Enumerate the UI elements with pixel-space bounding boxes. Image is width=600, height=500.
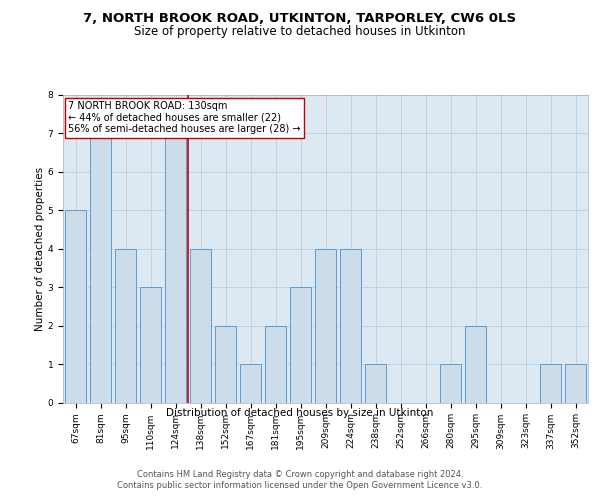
- Bar: [365, 364, 386, 403]
- Bar: [440, 364, 461, 403]
- Text: Contains HM Land Registry data © Crown copyright and database right 2024.: Contains HM Land Registry data © Crown c…: [137, 470, 463, 479]
- Bar: [465, 326, 486, 402]
- Text: Distribution of detached houses by size in Utkinton: Distribution of detached houses by size …: [166, 408, 434, 418]
- Bar: [315, 248, 336, 402]
- Bar: [340, 248, 361, 402]
- Bar: [115, 248, 136, 402]
- Bar: [165, 134, 186, 402]
- Bar: [190, 248, 211, 402]
- Text: 7 NORTH BROOK ROAD: 130sqm
← 44% of detached houses are smaller (22)
56% of semi: 7 NORTH BROOK ROAD: 130sqm ← 44% of deta…: [68, 101, 301, 134]
- Bar: [215, 326, 236, 402]
- Bar: [540, 364, 561, 403]
- Bar: [65, 210, 86, 402]
- Text: Contains public sector information licensed under the Open Government Licence v3: Contains public sector information licen…: [118, 481, 482, 490]
- Bar: [240, 364, 261, 403]
- Bar: [290, 287, 311, 403]
- Bar: [565, 364, 586, 403]
- Y-axis label: Number of detached properties: Number of detached properties: [35, 166, 45, 331]
- Bar: [90, 134, 111, 402]
- Bar: [140, 287, 161, 403]
- Text: Size of property relative to detached houses in Utkinton: Size of property relative to detached ho…: [134, 25, 466, 38]
- Bar: [265, 326, 286, 402]
- Text: 7, NORTH BROOK ROAD, UTKINTON, TARPORLEY, CW6 0LS: 7, NORTH BROOK ROAD, UTKINTON, TARPORLEY…: [83, 12, 517, 26]
